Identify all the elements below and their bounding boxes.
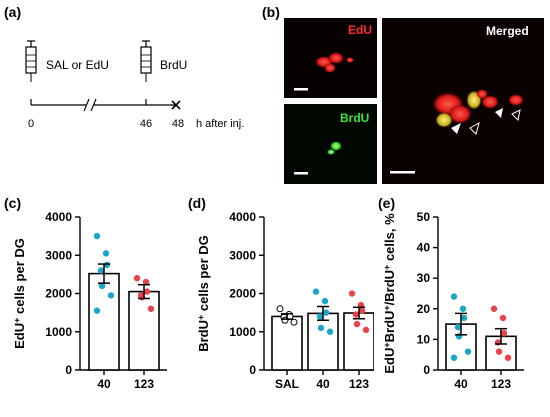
data-point [102,250,110,257]
y-tick-label: 3000 [45,248,72,262]
data-point [459,305,467,313]
data-point [290,318,298,326]
data-point [464,348,472,355]
y-tick-label: 1000 [45,325,72,339]
panel-label-b: (b) [262,4,280,20]
syringe-icon [140,40,152,82]
y-tick-label: 10 [417,332,431,346]
data-point [326,328,334,335]
data-point [450,354,458,362]
y-tick-label: 1000 [229,325,256,339]
x-tick-label: 123 [134,377,154,391]
data-point [322,309,330,316]
arrowhead-filled-icon [451,123,461,134]
y-tick-label: 20 [417,302,431,316]
microscopy-panel: EdU BrdU Merged [284,18,544,184]
y-axis-label: BrdU+ cells per DG [196,235,211,352]
data-point [317,324,325,332]
y-tick-label: 50 [417,210,431,224]
y-tick-label: 0 [423,363,430,377]
brdu-title: BrdU [340,111,369,125]
timeline-tick-46: 46 [140,118,152,130]
data-point [276,305,284,313]
y-tick-label: 4000 [45,210,72,224]
data-point [107,292,115,299]
x-tick-label: 40 [454,377,468,391]
data-point [352,311,360,318]
x-tick-label: SAL [275,377,299,391]
data-point [490,305,498,313]
bar [307,312,339,371]
panel-label-e: (e) [378,195,396,211]
data-point [143,288,151,295]
y-tick-label: 3000 [229,248,256,262]
arrowhead-filled-icon [495,108,503,118]
y-axis-label: EdU+ cells per DG [12,238,27,349]
x-tick-label: 40 [97,377,111,391]
scale-bar [390,171,415,174]
panel-label-a: (a) [4,4,22,20]
y-tick-label: 40 [417,241,431,255]
data-point [504,354,512,362]
data-point [362,326,370,334]
y-tick-label: 2000 [45,287,72,301]
x-tick-label: 123 [491,377,511,391]
data-point [348,290,356,297]
brdu-image [284,104,377,184]
data-point [97,267,105,274]
data-point [450,293,458,300]
data-point [499,314,507,322]
y-tick-label: 30 [417,271,431,285]
scale-bar [294,172,308,175]
data-point [147,305,155,313]
data-point [93,232,101,240]
chart-colabel-percent: EdU+BrdU+/BrdU+ cells, % 0 10 20 30 40 50 40 123 [382,210,524,391]
timeline-diagram: SAL or EdU BrdU 0 46 48 h after inj. [25,40,244,130]
data-point [93,307,101,314]
bar [128,290,160,371]
arrowhead-open-icon [511,109,521,122]
scale-bar [294,88,308,91]
end-mark-icon [171,100,181,110]
bar [271,315,303,371]
injection1-label: SAL or EdU [46,58,109,72]
chart-brdu-cells: BrdU+ cells per DG 0 1000 2000 3000 4000 SAL 40… [196,210,374,391]
data-point [500,330,508,337]
data-point [454,323,462,331]
syringe-icon [25,40,37,82]
x-tick-label: 123 [349,377,369,391]
x-tick-label: 40 [316,377,330,391]
data-point [316,313,324,320]
y-tick-label: 2000 [229,287,256,301]
panel-label-c: (c) [4,195,22,211]
axis-break [83,98,90,112]
timeline-unit: h after inj. [196,118,244,130]
data-point [495,348,503,355]
timeline-tick-48: 48 [172,118,184,130]
y-tick-label: 0 [65,363,72,377]
panel-label-d: (d) [188,195,206,211]
arrowhead-open-icon [469,121,480,135]
injection2-label: BrdU [160,58,187,72]
data-point [321,297,329,305]
edu-title: EdU [348,23,372,37]
y-axis-label: EdU+BrdU+/BrdU+ cells, % [382,213,397,374]
data-point [312,288,320,295]
merged-title: Merged [486,24,529,38]
data-point [133,274,141,282]
timeline-tick-0: 0 [28,118,34,130]
chart-edu-cells: EdU+ cells per DG 0 1000 2000 3000 4000 40 123 [12,210,167,391]
y-tick-label: 0 [249,363,256,377]
data-point [103,261,111,269]
y-tick-label: 4000 [229,210,256,224]
data-point [460,314,468,322]
data-point [358,307,366,314]
data-point [353,320,361,328]
